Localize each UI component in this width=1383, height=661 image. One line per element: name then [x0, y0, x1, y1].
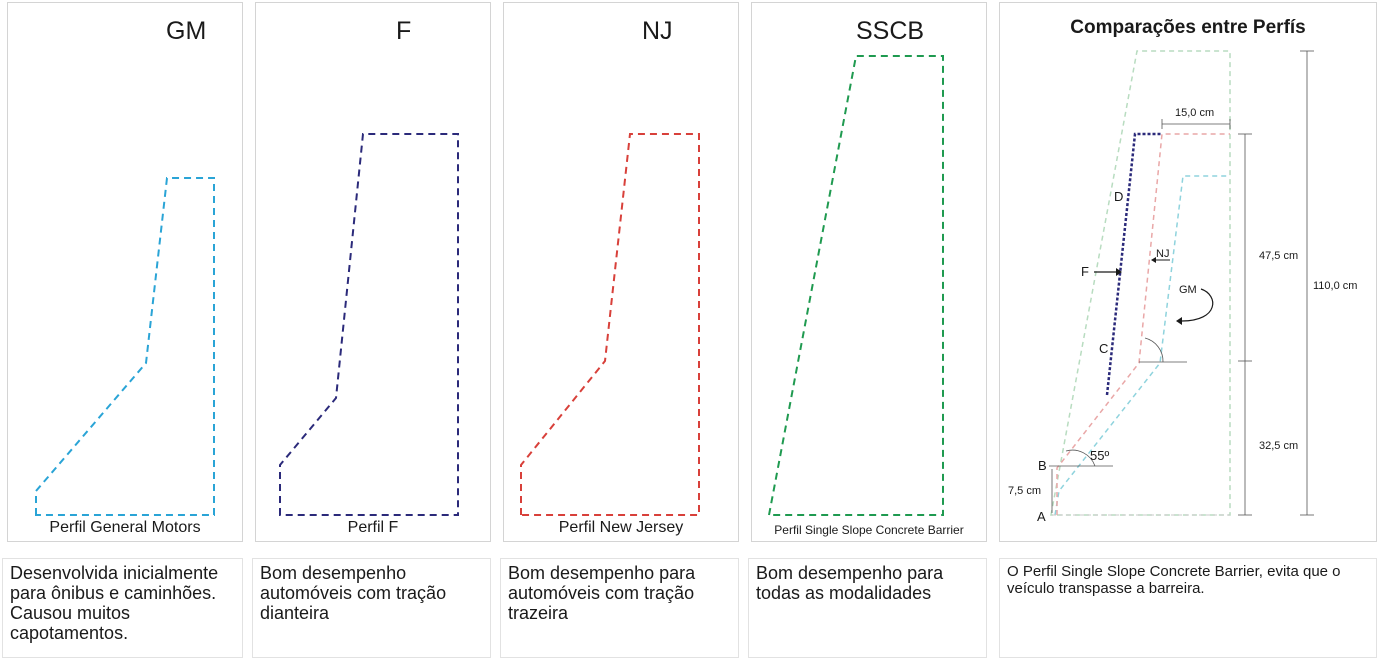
profile-panel-f: F Perfil F	[255, 2, 491, 542]
point-a-label: A	[1037, 509, 1046, 524]
comparison-drawing: 15,0 cm 47,5 cm 32,5 cm 110,0 cm 7,5 cm …	[1008, 50, 1357, 524]
nj-outline	[1056, 133, 1230, 515]
gm-label: GM	[1179, 284, 1197, 296]
comparison-title: Comparações entre Perfís	[1070, 17, 1306, 38]
description-gm: Desenvolvida inicialmente para ônibus e …	[2, 558, 243, 658]
profile-subtitle: Perfil General Motors	[49, 519, 201, 536]
top-width-label: 15,0 cm	[1175, 107, 1214, 119]
description-comparison: O Perfil Single Slope Concrete Barrier, …	[999, 558, 1377, 658]
description-f: Bom desempenho automóveis com tração dia…	[252, 558, 491, 658]
nj-arrow-head	[1151, 257, 1156, 263]
profile-title: NJ	[642, 17, 673, 45]
profile-title: F	[396, 17, 412, 45]
comparison-panel: Comparações entre Perfís 15,0 cm 47,5 cm…	[999, 2, 1377, 542]
f-outline	[1105, 132, 1162, 396]
point-d-label: D	[1114, 189, 1123, 204]
nj-label: NJ	[1156, 248, 1169, 260]
angle-arc	[1065, 449, 1096, 467]
gm-arrow-curve	[1181, 288, 1214, 322]
gm-arrow-head	[1176, 317, 1182, 325]
point-c-label: C	[1099, 341, 1108, 356]
profile-outline-nj	[520, 133, 700, 516]
profile-drawing-gm	[35, 177, 215, 516]
c-arc	[1144, 337, 1164, 363]
upper-height-label: 47,5 cm	[1259, 250, 1298, 262]
profile-drawing-f	[279, 133, 459, 516]
profile-subtitle: Perfil F	[347, 519, 399, 536]
profile-title: SSCB	[856, 17, 925, 45]
profile-drawing-nj	[520, 133, 700, 516]
profile-subtitle: Perfil Single Slope Concrete Barrier	[774, 523, 964, 537]
f-arrow-head	[1116, 268, 1122, 276]
profile-subtitle: Perfil New Jersey	[558, 519, 684, 536]
profile-outline-gm	[35, 177, 215, 516]
description-sscb: Bom desempenho para todas as modalidades	[748, 558, 987, 658]
profile-panel-gm: GM Perfil General Motors	[7, 2, 243, 542]
profile-title: GM	[166, 17, 207, 45]
profile-drawing-sscb	[767, 55, 944, 516]
total-height-label: 110,0 cm	[1313, 280, 1357, 292]
description-nj: Bom desempenho para automóveis com traçã…	[500, 558, 739, 658]
profile-panel-sscb: SSCB Perfil Single Slope Concrete Barrie…	[751, 2, 987, 542]
angle-label: 55º	[1090, 448, 1109, 463]
lower-height-label: 32,5 cm	[1259, 440, 1298, 452]
point-b-label: B	[1038, 458, 1047, 473]
f-label: F	[1081, 264, 1089, 279]
sscb-outline	[1050, 50, 1231, 516]
profile-outline-f	[279, 133, 459, 516]
profile-panel-nj: NJ Perfil New Jersey	[503, 2, 739, 542]
gm-outline	[1054, 175, 1230, 516]
base-step-label: 7,5 cm	[1008, 485, 1041, 497]
profile-outline-sscb	[767, 55, 944, 516]
